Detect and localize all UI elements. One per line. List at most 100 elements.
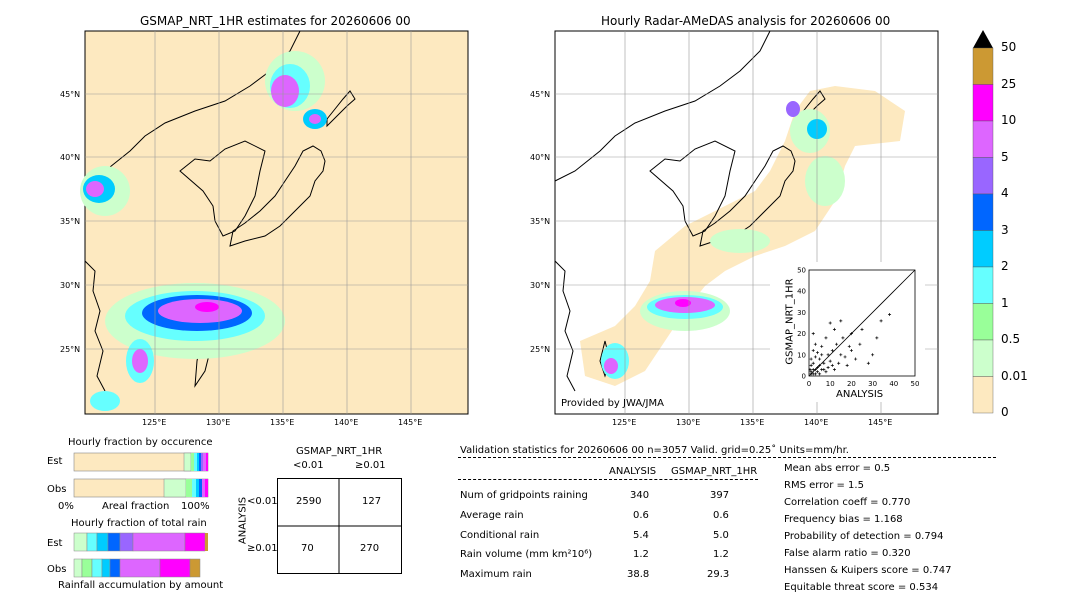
score-line: Equitable threat score = 0.534	[784, 582, 939, 593]
colorbar-segment	[972, 193, 994, 231]
scatter-plot: 00 10 10 20 20 30 30 40 40 50 50	[797, 267, 919, 389]
colorbar-label: 10	[1001, 113, 1017, 127]
validation-col-divider	[458, 479, 758, 480]
scatter-point	[820, 344, 824, 348]
left-lat-tick: 40°N	[60, 153, 81, 162]
contingency-cell: 2590	[296, 496, 322, 507]
scatter-point	[837, 361, 841, 365]
scatter-point	[847, 344, 851, 348]
validation-row-gsmap: 29.3	[707, 569, 730, 580]
left-lon-tick: 145°E	[398, 418, 423, 427]
scatter-point	[858, 342, 862, 346]
scatter-point	[818, 372, 822, 376]
validation-row-gsmap: 0.6	[713, 510, 729, 521]
scatter-point	[811, 332, 815, 336]
scatter-x-tick: 50	[911, 380, 920, 388]
scatter-point	[813, 342, 817, 346]
left-lon-tick: 130°E	[206, 418, 231, 427]
colorbar-segment	[972, 376, 994, 414]
scatter-point	[835, 342, 839, 346]
scatter-point	[839, 353, 843, 357]
contingency-header: GSMAP_NRT_1HR	[296, 446, 383, 457]
occurrence-title: Hourly fraction by occurence	[68, 437, 213, 448]
contingency-cell: 70	[301, 543, 314, 554]
colorbar-extend-arrow	[973, 30, 993, 48]
score-line: Frequency bias = 1.168	[784, 514, 903, 525]
score-line: False alarm ratio = 0.320	[784, 548, 911, 559]
scatter-point	[815, 366, 819, 370]
scatter-point	[832, 368, 836, 372]
colorbar-segment	[972, 47, 994, 85]
scatter-point	[830, 349, 834, 353]
scatter-point	[815, 351, 819, 355]
scatter-diagonal	[808, 269, 916, 377]
total-rain-title: Hourly fraction of total rain	[71, 518, 207, 529]
left-rain-areas	[80, 51, 327, 411]
contingency-row1: <0.01	[247, 496, 278, 507]
contingency-col1: <0.01	[293, 460, 324, 471]
scatter-point	[809, 363, 813, 367]
scatter-point	[813, 355, 817, 359]
scatter-point	[828, 359, 832, 363]
scatter-point	[808, 368, 812, 372]
left-lat-tick: 45°N	[60, 90, 81, 99]
validation-row-label: Average rain	[460, 510, 524, 521]
scatter-y-tick: 0	[802, 373, 806, 381]
scatter-point	[826, 366, 830, 370]
colorbar-label: 0.5	[1001, 332, 1021, 346]
contingency-cell: 127	[362, 496, 382, 507]
scatter-point	[866, 361, 870, 365]
scatter-point	[843, 355, 847, 359]
left-lat-tick: 35°N	[60, 217, 81, 226]
scatter-point	[849, 349, 853, 353]
score-line: Correlation coeff = 0.770	[784, 497, 911, 508]
colorbar-label: 0	[1001, 405, 1009, 419]
right-lon-tick: 125°E	[612, 418, 637, 427]
scatter-y-tick: 40	[797, 288, 806, 296]
right-lat-tick: 30°N	[530, 281, 551, 290]
colorbar-segment	[972, 339, 994, 377]
validation-row-gsmap: 5.0	[713, 530, 729, 541]
right-rain-areas	[601, 101, 845, 379]
total-rain-bars	[73, 532, 208, 578]
colorbar-label: 4	[1001, 186, 1009, 200]
scatter-x-tick: 30	[868, 380, 877, 388]
scatter-point	[832, 327, 836, 331]
colorbar-label: 3	[1001, 222, 1009, 237]
contingency-col2: ≥0.01	[355, 460, 386, 471]
validation-row-label: Maximum rain	[460, 569, 532, 580]
scatter-y-tick: 50	[797, 267, 806, 275]
scatter-y-tick: 10	[797, 351, 806, 359]
scatter-x-tick: 10	[826, 380, 835, 388]
colorbar-segment	[972, 84, 994, 122]
colorbar-label: 1	[1001, 295, 1009, 310]
right-lon-tick: 140°E	[804, 418, 829, 427]
scatter-point	[818, 363, 822, 367]
validation-row-gsmap: 397	[710, 490, 730, 501]
scatter-point	[822, 361, 826, 365]
scatter-ylabel: GSMAP_NRT_1HR	[784, 278, 796, 365]
colorbar-label: 0.01	[1001, 368, 1028, 383]
scatter-point	[860, 327, 864, 331]
right-lon-tick: 145°E	[868, 418, 893, 427]
scatter-point	[820, 353, 824, 357]
right-lat-tick: 45°N	[530, 90, 551, 99]
right-lon-tick: 130°E	[676, 418, 701, 427]
validation-row-analysis: 1.2	[633, 549, 649, 560]
scatter-point	[822, 368, 826, 372]
validation-row-label: Conditional rain	[460, 530, 540, 541]
right-lat-tick: 35°N	[530, 217, 551, 226]
validation-row-label: Num of gridpoints raining	[460, 490, 588, 501]
contingency-cell: 270	[360, 543, 380, 554]
scatter-point	[811, 361, 815, 365]
scatter-point	[841, 336, 845, 340]
validation-divider	[458, 457, 996, 458]
scatter-point	[824, 370, 828, 374]
scatter-point	[839, 319, 843, 323]
scatter-point	[818, 357, 822, 361]
scatter-point	[871, 353, 875, 357]
scatter-point	[811, 368, 815, 372]
left-lon-tick: 140°E	[334, 418, 359, 427]
left-lat-tick: 25°N	[60, 345, 81, 354]
validation-row-label: Rain volume (mm km²10⁶)	[460, 549, 593, 560]
